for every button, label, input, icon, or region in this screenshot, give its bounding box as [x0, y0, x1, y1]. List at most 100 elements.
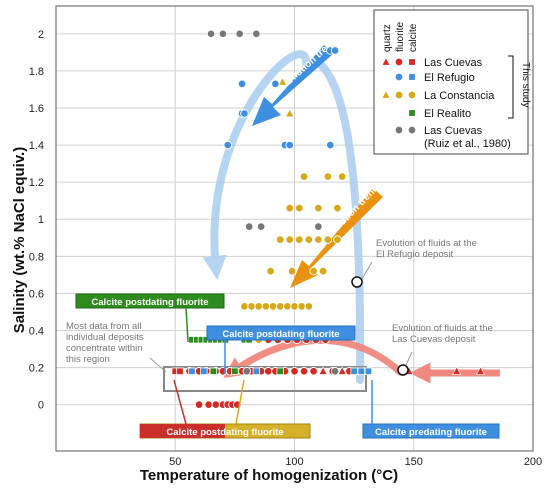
point-la-constancia	[287, 266, 297, 276]
legend: quartz fluorite calcite Las Cuevas El Re…	[373, 9, 531, 155]
point-las-cuevas	[299, 367, 309, 376]
x-axis-title: Temperature of homogenization (°C)	[140, 467, 398, 484]
x-tick-label: 200	[524, 456, 542, 468]
blue-trend-vertical	[314, 58, 365, 384]
point-la-constancia	[314, 203, 323, 213]
point-la-constancia	[285, 203, 294, 213]
point-la-constancia	[247, 302, 256, 311]
point-la-constancia	[333, 235, 342, 244]
point-las-cuevas-ruiz-et-al	[256, 222, 266, 231]
calcite-post-box-red-part	[140, 424, 225, 438]
legend-marker-ruiz	[394, 125, 404, 135]
point-el-refugio	[357, 367, 365, 375]
point-las-cuevas	[290, 367, 299, 376]
point-la-constancia	[333, 203, 342, 213]
point-las-cuevas-ruiz-et-al	[206, 29, 216, 39]
point-la-constancia	[268, 302, 278, 311]
y-tick-label: 1.4	[29, 140, 44, 152]
y-tick-label: 1.2	[29, 177, 44, 189]
point-las-cuevas	[211, 400, 221, 409]
red-leader	[173, 379, 187, 425]
calcite-post-label-green: Calcite postdating fluorite	[91, 297, 208, 308]
point-el-refugio	[240, 109, 249, 118]
point-la-constancia	[283, 302, 292, 311]
legend-label-ruiz: Las Cuevas	[424, 125, 483, 137]
y-tick-label: 0.6	[29, 288, 44, 300]
point-la-constancia	[266, 266, 275, 276]
point-las-cuevas-ruiz-et-al	[218, 29, 228, 39]
y-tick-label: 0.4	[29, 325, 44, 337]
y-tick-label: 1.6	[29, 103, 44, 115]
point-las-cuevas-ruiz-et-al	[235, 29, 244, 39]
point-la-constancia	[318, 266, 328, 276]
point-la-constancia	[323, 172, 333, 181]
legend-label-las-cuevas: Las Cuevas	[424, 57, 483, 69]
point-el-refugio	[223, 140, 232, 150]
point-el-refugio	[188, 367, 196, 375]
this-study-bracket	[508, 55, 514, 119]
blue-trend-curve	[202, 50, 311, 280]
point-la-constancia	[254, 302, 263, 311]
legend-label-ruiz-citation: (Ruiz et al., 1980)	[424, 138, 511, 150]
point-la-constancia	[314, 235, 323, 244]
legend-marker-la-constancia	[394, 90, 404, 100]
most-data-leader	[149, 357, 167, 373]
y-tick-label: 1.8	[29, 66, 44, 78]
y-tick-label: 2	[38, 29, 44, 41]
most-data-text-3: concentrate within	[66, 343, 143, 354]
point-la-constancia	[295, 203, 304, 213]
gold-leader	[235, 379, 245, 425]
point-las-cuevas-ruiz-et-al	[314, 222, 323, 231]
point-la-constancia	[295, 235, 304, 244]
point-el-refugio	[237, 79, 247, 89]
point-las-cuevas	[452, 366, 462, 375]
most-data-text-1: Most data from all	[66, 321, 142, 332]
legend-label-el-realito: El Realito	[424, 108, 471, 120]
cuevas-evolution-text-1: Evolution of fluids at the	[392, 323, 493, 334]
refugio-leader	[361, 261, 373, 280]
point-las-cuevas	[309, 367, 318, 376]
calcite-pre-box	[362, 423, 500, 439]
point-las-cuevas	[194, 400, 204, 409]
y-tick-label: 0.2	[29, 363, 44, 375]
legend-label-la-constancia: La Constancia	[424, 90, 495, 102]
point-el-refugio	[200, 367, 208, 375]
point-la-constancia	[278, 77, 288, 86]
plot-frame	[55, 5, 534, 452]
x-tick-label: 100	[285, 456, 303, 468]
legend-label-el-refugio: El Refugio	[424, 72, 475, 84]
point-las-cuevas	[204, 400, 213, 409]
cuevas-evolution-text-2: Las Cuevas deposit	[392, 334, 476, 345]
calcite-post-label-red-gold: Calcite postdating fluorite	[166, 427, 283, 438]
legend-marker-el-refugio	[408, 73, 416, 81]
point-la-constancia	[285, 108, 295, 118]
point-el-refugio	[271, 79, 280, 89]
calcite-post-box-green	[75, 293, 225, 309]
point-la-constancia	[240, 302, 249, 311]
point-las-cuevas	[318, 366, 328, 375]
refugio-evolution-text-2: El Refugio deposit	[376, 249, 453, 260]
most-data-text-4: this region	[66, 354, 110, 365]
calcite-post-label-blue: Calcite postdating fluorite	[222, 329, 339, 340]
y-axis-title: Salinity (wt.% NaCl equiv.)	[11, 147, 28, 333]
refugio-evolution-marker	[351, 276, 363, 288]
point-el-refugio	[350, 367, 358, 375]
point-el-refugio	[364, 367, 373, 375]
cuevas-evolution-marker	[397, 364, 409, 376]
blue-dilution-arrow	[252, 45, 333, 126]
calcite-pre-label: Calcite predating fluorite	[375, 427, 487, 438]
legend-marker-el-refugio	[394, 72, 404, 82]
point-la-constancia	[337, 172, 347, 181]
point-las-cuevas	[264, 367, 273, 376]
legend-header-quartz: quartz	[382, 24, 393, 52]
this-study-label: This study	[520, 62, 531, 108]
legend-marker-las-cuevas	[408, 58, 416, 66]
legend-marker-las-cuevas	[381, 57, 391, 66]
point-la-constancia	[297, 302, 306, 311]
point-la-constancia	[323, 235, 333, 244]
calcite-post-box-blue	[206, 325, 356, 341]
point-la-constancia	[261, 302, 271, 311]
point-la-constancia	[275, 302, 285, 311]
legend-marker-ruiz	[407, 125, 417, 135]
